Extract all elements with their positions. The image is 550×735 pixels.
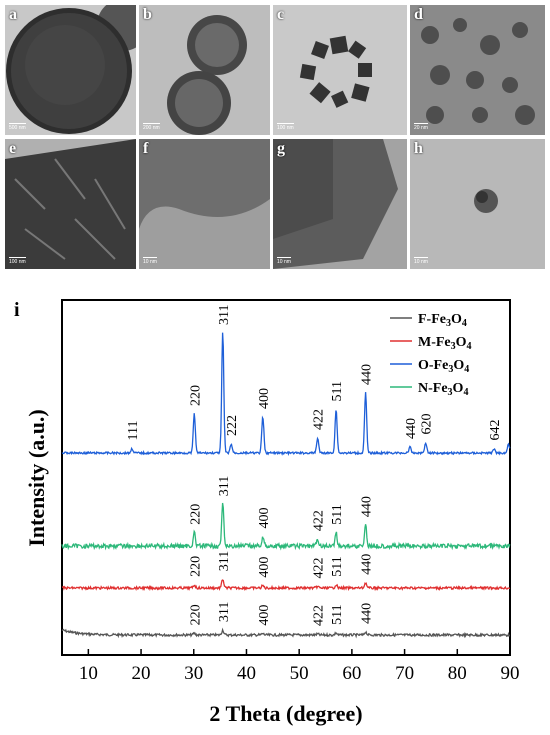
x-tick-label: 50 (290, 663, 309, 684)
peak-label: 400 (257, 508, 272, 529)
tem-panel-e: e 100 nm (5, 139, 136, 269)
series-line-N-Fe3O4 (61, 502, 511, 551)
peak-label: 400 (257, 388, 272, 409)
x-tick-label: 40 (237, 663, 256, 684)
peak-label: 511 (330, 381, 345, 401)
x-tick-label: 30 (184, 663, 203, 684)
tem-panel-b: b 200 nm (139, 5, 270, 135)
peak-label: 422 (312, 605, 327, 626)
series-group (61, 332, 511, 639)
tem-panel-c: c 100 nm (273, 5, 407, 135)
peak-label: 400 (257, 605, 272, 626)
tem-image-g (273, 139, 398, 269)
tem-panel-d: d 20 nm (410, 5, 545, 135)
peak-label: 422 (312, 409, 327, 430)
x-tick-label: 10 (79, 663, 98, 684)
tem-panel-h: h 10 nm (410, 139, 545, 269)
x-axis-ticks: 10 20 30 40 50 60 70 80 90 (79, 649, 520, 684)
peak-label: 511 (330, 604, 345, 624)
x-tick-label: 20 (132, 663, 151, 684)
chart-panel-label: i (14, 299, 20, 321)
peak-label: 440 (404, 418, 419, 439)
scale-bar-a: 500 nm (9, 123, 26, 131)
peak-label: 511 (330, 504, 345, 524)
xrd-chart: i 10 20 30 40 50 60 70 80 90 220 311 400 422 511 4402… (14, 299, 520, 726)
peak-label: 440 (360, 603, 375, 624)
scale-bar-e: 100 nm (9, 257, 26, 265)
panel-label-h: h (414, 140, 423, 157)
x-axis-label: 2 Theta (degree) (209, 701, 362, 726)
scale-bar-d: 20 nm (414, 123, 428, 131)
panel-label-e: e (9, 140, 17, 157)
peak-label: 440 (360, 364, 375, 385)
peak-label: 311 (217, 602, 232, 622)
panel-label-b: b (143, 6, 152, 23)
peak-label: 400 (257, 557, 272, 578)
scale-bar-f: 10 nm (143, 257, 157, 265)
panel-label-a: a (9, 6, 17, 23)
scale-bar-b: 200 nm (143, 123, 160, 131)
scale-bar-c: 100 nm (277, 123, 294, 131)
peak-label: 311 (217, 551, 232, 571)
scale-bar-g: 10 nm (277, 257, 291, 265)
series-line-F-Fe3O4 (61, 627, 511, 639)
legend-entry: M-Fe3O4 (418, 335, 472, 352)
panel-label-d: d (414, 6, 423, 23)
panel-label-g: g (277, 140, 285, 157)
tem-image-e (5, 139, 136, 269)
peak-label: 511 (330, 556, 345, 576)
tem-image-a (6, 5, 136, 134)
tem-image-c (299, 35, 372, 108)
peak-label: 422 (312, 557, 327, 578)
tem-image-b (167, 15, 247, 135)
panel-label-c: c (277, 6, 285, 23)
plot-frame (61, 299, 511, 656)
peak-label: 220 (188, 556, 203, 577)
peak-label: 620 (420, 414, 435, 435)
panel-label-f: f (143, 140, 149, 157)
peak-label: 642 (488, 420, 503, 441)
peak-label: 220 (188, 385, 203, 406)
series-line-M-Fe3O4 (61, 579, 511, 592)
tem-image-d (421, 18, 535, 125)
tem-panel-a: a 500 nm (5, 5, 136, 135)
peak-label: 422 (312, 510, 327, 531)
x-tick-label: 60 (342, 663, 361, 684)
legend-entry: O-Fe3O4 (418, 358, 469, 375)
tem-image-h (474, 189, 498, 213)
y-axis-label: Intensity (a.u.) (24, 409, 49, 547)
tem-panel-f: f 10 nm (139, 139, 270, 269)
peak-label: 311 (217, 305, 232, 325)
peak-label: 220 (188, 504, 203, 525)
series-line-O-Fe3O4 (61, 332, 511, 457)
x-tick-label: 90 (501, 663, 520, 684)
legend: F-Fe3O4 M-Fe3O4 O-Fe3O4 N-Fe3O4 (390, 312, 472, 398)
x-tick-label: 70 (395, 663, 414, 684)
peak-label: 440 (360, 496, 375, 517)
peak-label: 220 (188, 604, 203, 625)
legend-entry: F-Fe3O4 (418, 312, 467, 329)
peak-label: 311 (217, 476, 232, 496)
peak-label: 222 (225, 415, 240, 436)
tem-panel-g: g 10 nm (273, 139, 407, 269)
scale-bar-h: 10 nm (414, 257, 428, 265)
tem-image-f (139, 139, 270, 229)
legend-entry: N-Fe3O4 (418, 381, 468, 398)
peak-label: 440 (360, 554, 375, 575)
x-tick-label: 80 (448, 663, 467, 684)
peak-label: 111 (126, 421, 141, 441)
